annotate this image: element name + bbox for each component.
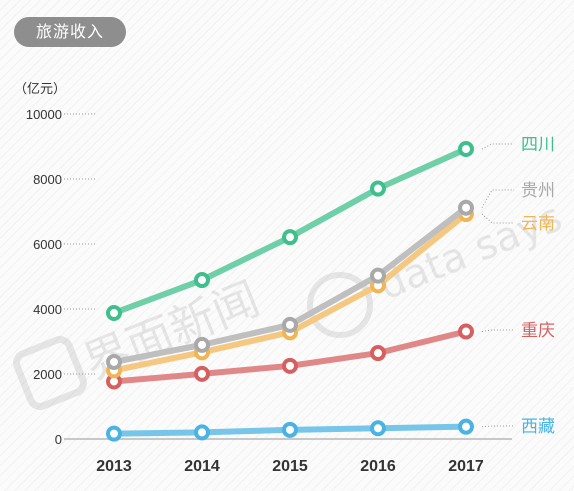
y-tick-label: 8000 xyxy=(33,172,62,187)
data-point xyxy=(106,353,122,370)
series-label-leader xyxy=(481,143,514,150)
data-point xyxy=(282,357,298,374)
data-point xyxy=(458,141,474,158)
data-point xyxy=(106,304,122,321)
series-label-leader xyxy=(481,329,514,332)
data-point xyxy=(194,272,210,289)
data-point xyxy=(370,345,386,362)
data-point xyxy=(458,418,474,435)
series-label: 贵州 xyxy=(521,181,555,201)
x-tick-label: 2013 xyxy=(96,458,132,475)
watermark-circle-logo xyxy=(307,272,373,338)
series-label: 重庆 xyxy=(521,321,555,341)
data-point xyxy=(194,336,210,353)
data-point xyxy=(370,420,386,437)
data-point xyxy=(282,316,298,333)
data-point xyxy=(282,229,298,246)
y-tick-label: 6000 xyxy=(33,237,62,252)
data-point xyxy=(458,199,474,216)
y-tick-label: 4000 xyxy=(33,302,62,317)
data-point xyxy=(194,424,210,441)
data-point xyxy=(282,421,298,438)
y-tick-label: 2000 xyxy=(33,367,62,382)
y-tick-label: 10000 xyxy=(26,107,62,122)
data-point xyxy=(370,267,386,284)
y-axis-unit-label: （亿元） xyxy=(14,82,67,97)
x-tick-label: 2017 xyxy=(448,458,484,475)
series-label: 云南 xyxy=(521,214,555,234)
x-tick-label: 2015 xyxy=(272,458,308,475)
data-point xyxy=(106,425,122,442)
data-point xyxy=(370,180,386,197)
series-label: 西藏 xyxy=(521,417,555,437)
chart-title-badge: 旅游收入 xyxy=(14,17,126,47)
x-tick-label: 2016 xyxy=(360,458,396,475)
watermark-logo-box xyxy=(13,336,87,410)
y-tick-label: 0 xyxy=(55,432,62,447)
series-label-leader xyxy=(481,425,514,428)
x-tick-label: 2014 xyxy=(184,458,220,475)
data-point xyxy=(194,365,210,382)
data-point xyxy=(458,323,474,340)
series-label: 四川 xyxy=(521,135,555,155)
series-label-leader xyxy=(481,189,514,208)
